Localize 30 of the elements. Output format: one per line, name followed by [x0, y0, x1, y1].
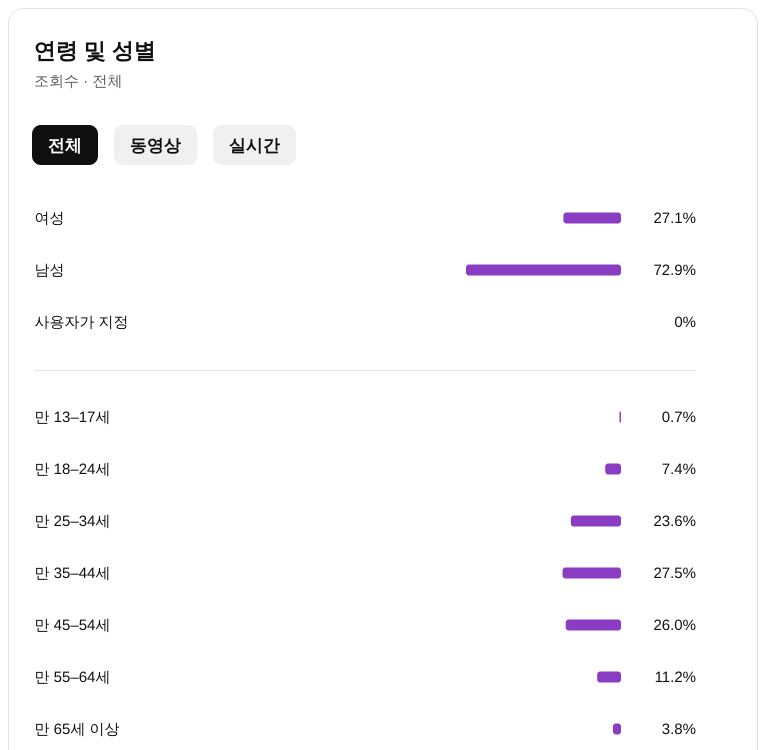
- y-tick-label: 남성: [34, 262, 64, 279]
- y-tick-label: 만 55–64세: [34, 669, 110, 686]
- selected-tab: 전체: [32, 125, 98, 165]
- bar: [605, 464, 621, 474]
- tab: 실시간: [213, 125, 296, 165]
- bar: [597, 672, 621, 682]
- bar: [562, 568, 621, 578]
- y-tick-label: 사용자가 지정: [34, 314, 129, 331]
- data-label: 3.8%: [662, 721, 696, 738]
- bar: [566, 620, 621, 630]
- y-tick-label: 만 45–54세: [34, 617, 110, 634]
- data-label: 27.1%: [653, 210, 696, 227]
- tab: 동영상: [114, 125, 197, 165]
- bar: [570, 516, 621, 526]
- data-label: 27.5%: [653, 565, 696, 582]
- y-tick-label: 만 18–24세: [34, 461, 110, 478]
- data-label: 26.0%: [653, 617, 696, 634]
- data-label: 7.4%: [662, 461, 696, 478]
- y-tick-label: 만 13–17세: [34, 409, 110, 426]
- data-label: 0%: [674, 314, 696, 331]
- data-label: 11.2%: [654, 669, 696, 686]
- y-tick-label: 만 35–44세: [34, 565, 110, 582]
- y-tick-label: 여성: [34, 210, 64, 227]
- data-label: 0.7%: [662, 409, 696, 426]
- y-tick-label: 만 65세 이상: [34, 721, 120, 738]
- text: 연령 및 성별: [34, 37, 156, 65]
- data-label: 72.9%: [653, 262, 696, 279]
- y-tick-label: 만 25–34세: [34, 513, 110, 530]
- data-label: 23.6%: [653, 513, 696, 530]
- text: 조회수 · 전체: [34, 72, 122, 92]
